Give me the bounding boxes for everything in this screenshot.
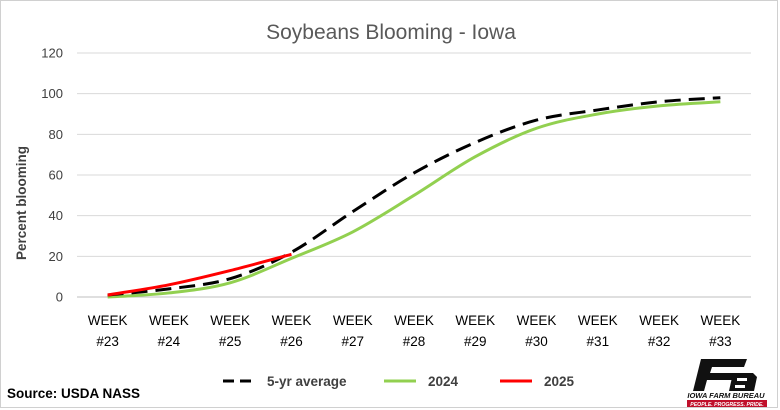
logo-name: IOWA FARM BUREAU [687, 391, 765, 400]
x-axis-ticks: WEEK #23 WEEK #24 WEEK #25 WEEK #26 WEEK #27 WEEK #… [88, 313, 740, 349]
x-tick-label: #23 [96, 334, 119, 349]
series-lines [107, 96, 721, 299]
x-tick-label: #27 [341, 334, 364, 349]
x-tick-label: WEEK [639, 313, 679, 328]
legend-label: 2025 [544, 374, 575, 389]
legend-label: 2024 [428, 374, 459, 389]
legend: 5-yr average 2024 2025 [223, 374, 575, 389]
x-tick-label: #29 [464, 334, 487, 349]
y-tick-label: 0 [56, 290, 63, 305]
x-tick-label: WEEK [517, 313, 557, 328]
x-tick-label: WEEK [394, 313, 434, 328]
x-tick-label: #24 [158, 334, 181, 349]
source-note: Source: USDA NASS [7, 386, 140, 401]
x-tick-label: WEEK [700, 313, 740, 328]
x-tick-label: #31 [587, 334, 610, 349]
y-tick-label: 120 [41, 46, 63, 61]
y-tick-label: 80 [49, 127, 63, 142]
iowa-farm-bureau-logo: IOWA FARM BUREAU PEOPLE. PROGRESS. PRIDE… [687, 359, 767, 408]
x-tick-label: WEEK [455, 313, 495, 328]
y-tick-label: 100 [41, 86, 63, 101]
x-tick-label: #33 [709, 334, 732, 349]
x-tick-label: WEEK [272, 313, 312, 328]
x-tick-label: #32 [648, 334, 671, 349]
x-tick-label: #25 [219, 334, 242, 349]
y-axis-ticks: 0 20 40 60 80 100 120 [41, 46, 63, 305]
y-tick-label: 60 [49, 168, 63, 183]
gridlines [77, 52, 751, 298]
y-axis-label: Percent blooming [14, 146, 29, 260]
logo-tagline-bar [687, 400, 767, 407]
x-tick-label: #28 [403, 334, 426, 349]
series-line-5-yr-average [107, 96, 721, 297]
y-tick-label: 40 [49, 208, 63, 223]
chart-title: Soybeans Blooming - Iowa [266, 21, 516, 44]
x-tick-label: WEEK [210, 313, 250, 328]
legend-label: 5-yr average [267, 374, 347, 389]
x-tick-label: WEEK [149, 313, 189, 328]
x-tick-label: WEEK [333, 313, 373, 328]
series-line-2024 [107, 100, 721, 299]
logo-tagline: PEOPLE. PROGRESS. PRIDE. [690, 402, 764, 408]
x-tick-label: WEEK [578, 313, 618, 328]
x-tick-label: WEEK [88, 313, 128, 328]
x-tick-label: #26 [280, 334, 303, 349]
x-tick-label: #30 [525, 334, 548, 349]
series-line-2025 [107, 252, 292, 297]
y-tick-label: 20 [49, 249, 63, 264]
farm-bureau-logo-icon [693, 359, 757, 391]
